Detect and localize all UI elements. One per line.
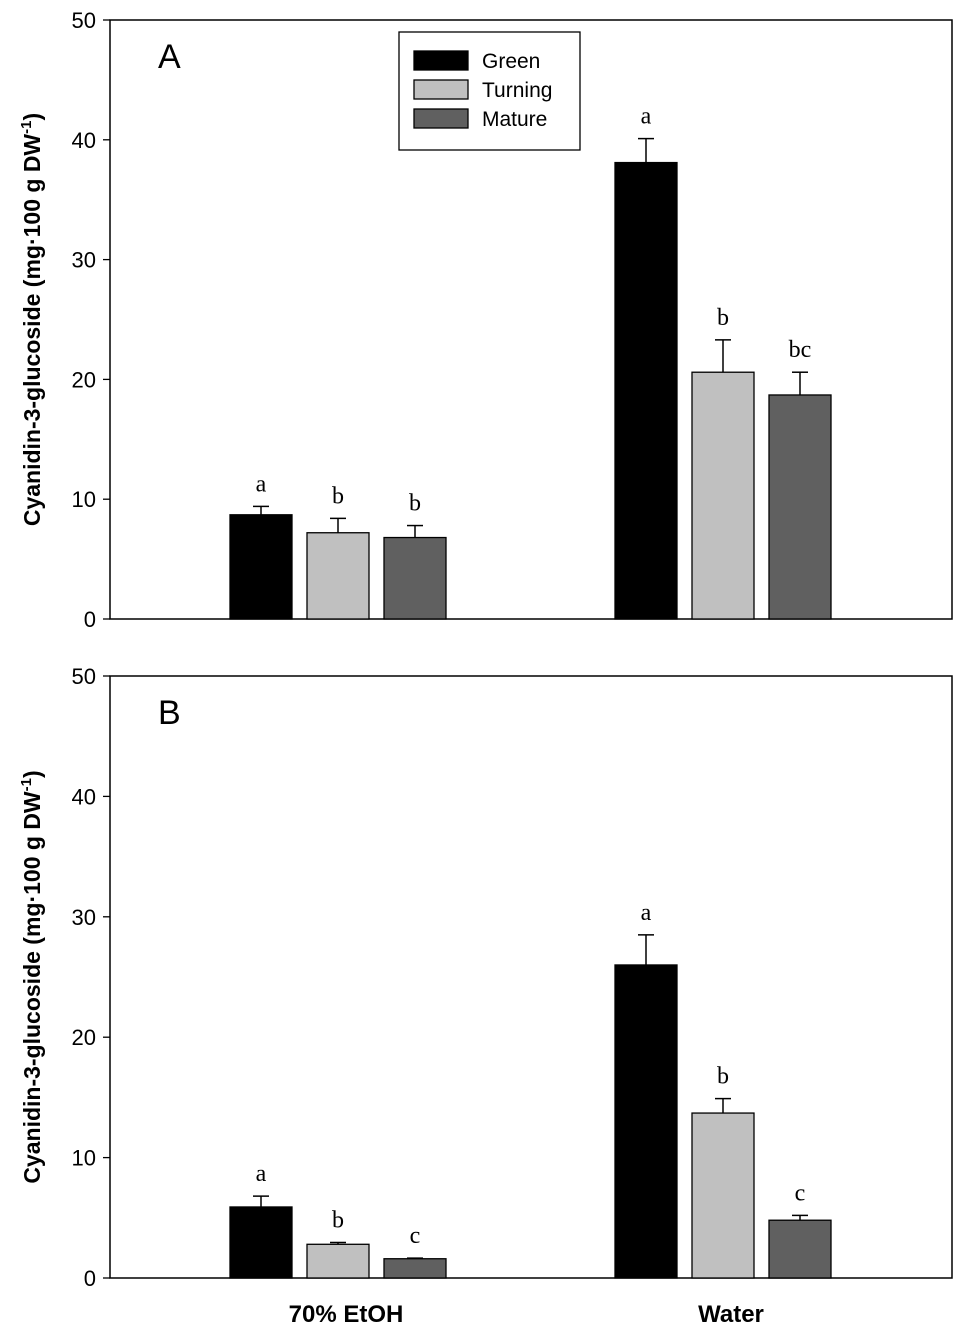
y-tick-label-b: 0 xyxy=(84,1266,96,1291)
panel-letter-b: B xyxy=(158,694,181,732)
y-tick-label-b: 50 xyxy=(72,664,96,689)
panel-b: 0 10 20 30 40 50 Cyanidin-3-glucoside (mg·100 … xyxy=(18,664,953,1291)
y-tick-label-a: 20 xyxy=(72,367,96,392)
legend-swatch-turning xyxy=(413,79,469,100)
significance-letter: a xyxy=(641,104,652,130)
x-category-label: 70% EtOH xyxy=(289,1301,404,1328)
y-tick-label-a: 40 xyxy=(72,128,96,153)
significance-letter: b xyxy=(332,1207,344,1233)
y-tick-label-a: 50 xyxy=(72,8,96,33)
bar-mature xyxy=(768,1219,832,1279)
y-axis-title-close: ) xyxy=(19,770,45,778)
plot-frame-a xyxy=(109,19,953,620)
panel-letter-a: A xyxy=(158,38,181,76)
y-axis-title-sup: -1 xyxy=(18,121,35,134)
legend-swatch-mature xyxy=(413,108,469,129)
significance-letter: c xyxy=(410,1223,421,1249)
bar-mature xyxy=(768,394,832,620)
significance-letter: a xyxy=(256,471,267,497)
y-axis-title-sup: -1 xyxy=(18,778,35,791)
y-tick-label-b: 10 xyxy=(72,1146,96,1171)
y-tick-label-a: 30 xyxy=(72,248,96,273)
panel-a: 0 10 20 30 40 50 Cyanidin-3-glucoside (mg·100 … xyxy=(18,8,953,632)
y-axis-title-main: Cyanidin-3-glucoside (mg·100 g DW xyxy=(19,791,45,1184)
plot-frame-b xyxy=(109,675,953,1279)
y-tick-label-b: 40 xyxy=(72,784,96,809)
significance-letter: b xyxy=(332,483,344,509)
y-tick-label-b: 30 xyxy=(72,905,96,930)
y-axis-title-b: Cyanidin-3-glucoside (mg·100 g DW-1) xyxy=(18,770,45,1183)
legend-label-green: Green xyxy=(482,50,540,73)
x-category-labels: 70% EtOH Water xyxy=(289,1301,764,1328)
legend-label-mature: Mature xyxy=(482,108,547,131)
bar-mature xyxy=(383,536,447,620)
significance-letter: b xyxy=(717,305,729,331)
y-axis-title-a: Cyanidin-3-glucoside (mg·100 g DW-1) xyxy=(18,113,45,526)
significance-letter: bc xyxy=(789,337,812,363)
bar-green xyxy=(614,964,678,1279)
y-tick-label-a: 10 xyxy=(72,487,96,512)
bar-green xyxy=(614,161,678,620)
bar-turning xyxy=(691,371,755,620)
significance-letter: a xyxy=(641,900,652,926)
bar-turning xyxy=(306,532,370,620)
x-category-label: Water xyxy=(698,1301,764,1328)
y-tick-label-a: 0 xyxy=(84,607,96,632)
significance-letter: b xyxy=(717,1064,729,1090)
bar-green xyxy=(229,1206,293,1279)
legend-label-turning: Turning xyxy=(482,79,552,102)
significance-letter: a xyxy=(256,1161,267,1187)
bar-turning xyxy=(306,1243,370,1279)
bar-green xyxy=(229,514,293,620)
y-axis-title-close: ) xyxy=(19,113,45,121)
y-axis-title-main: Cyanidin-3-glucoside (mg·100 g DW xyxy=(19,134,45,527)
bar-mature xyxy=(383,1258,447,1279)
significance-letter: b xyxy=(409,491,421,517)
legend-swatch-green xyxy=(413,50,469,71)
y-tick-label-b: 20 xyxy=(72,1025,96,1050)
bar-turning xyxy=(691,1112,755,1279)
significance-letter: c xyxy=(795,1180,806,1206)
